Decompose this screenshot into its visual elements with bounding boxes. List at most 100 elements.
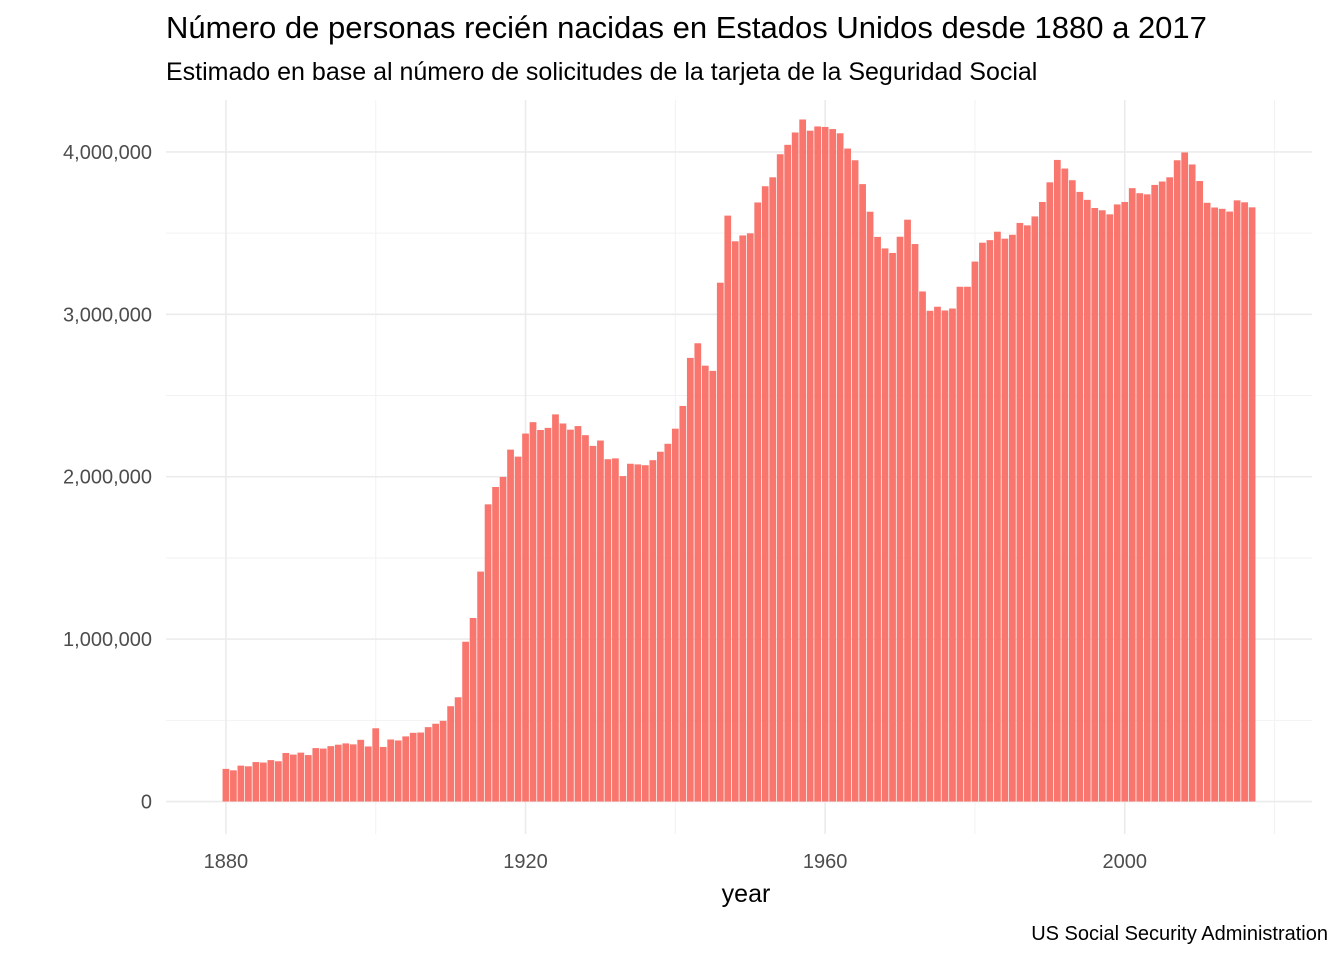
bar-1978 <box>956 286 964 802</box>
bar-2006 <box>1166 177 1174 802</box>
bar-1926 <box>567 429 574 802</box>
bar-1891 <box>304 755 312 802</box>
bar-1914 <box>477 571 484 802</box>
bar-1970 <box>896 236 904 802</box>
bar-1901 <box>379 746 387 802</box>
y-tick-label: 0 <box>141 792 152 814</box>
bar-1931 <box>604 459 612 802</box>
bar-1938 <box>656 451 664 802</box>
bar-2011 <box>1203 202 1211 802</box>
bar-1920 <box>522 433 529 802</box>
bar-1949 <box>739 235 747 802</box>
bar-1951 <box>754 202 762 802</box>
bar-1982 <box>986 240 994 802</box>
bar-2002 <box>1136 193 1144 802</box>
bar-1883 <box>245 766 252 802</box>
bar-1964 <box>851 160 859 802</box>
bar-1968 <box>881 248 889 802</box>
bar-2017 <box>1248 207 1256 802</box>
bar-2010 <box>1196 181 1204 802</box>
bar-1988 <box>1031 216 1039 802</box>
bar-1969 <box>889 252 896 802</box>
bar-1896 <box>342 743 350 802</box>
bar-1916 <box>492 486 499 802</box>
bar-1950 <box>746 233 754 802</box>
bar-1948 <box>731 241 739 802</box>
bar-1937 <box>649 460 657 802</box>
bar-1960 <box>821 126 829 802</box>
bar-1994 <box>1076 191 1084 802</box>
chart-title: Número de personas recién nacidas en Est… <box>166 10 1207 45</box>
bar-1932 <box>612 458 619 802</box>
bar-1898 <box>357 739 365 802</box>
bar-1985 <box>1009 234 1016 802</box>
bar-1902 <box>387 739 395 802</box>
bar-2013 <box>1218 208 1226 802</box>
bar-2015 <box>1233 200 1241 802</box>
bar-2000 <box>1121 201 1129 802</box>
bar-1974 <box>926 310 934 802</box>
bar-1899 <box>364 746 372 802</box>
bar-1922 <box>537 429 544 802</box>
bar-1918 <box>507 449 514 802</box>
x-axis-tick-labels: 1880 1920 1960 2000 <box>204 851 1147 873</box>
bar-1909 <box>439 720 447 802</box>
x-tick-label: 1960 <box>803 851 848 873</box>
bar-1959 <box>814 126 822 802</box>
bar-1973 <box>919 291 926 802</box>
bar-1965 <box>859 184 866 802</box>
bar-1930 <box>597 440 604 802</box>
bar-1912 <box>462 641 469 802</box>
bar-1980 <box>971 261 979 802</box>
bar-1939 <box>664 443 672 802</box>
bar-2003 <box>1143 194 1151 802</box>
bar-2004 <box>1151 184 1159 802</box>
bar-1913 <box>469 618 477 802</box>
bar-1942 <box>686 357 694 802</box>
bar-1935 <box>634 464 642 802</box>
bar-1917 <box>499 476 507 802</box>
bar-1946 <box>716 282 724 802</box>
bar-1987 <box>1024 225 1031 802</box>
bar-1934 <box>627 463 634 802</box>
bar-1984 <box>1001 238 1009 802</box>
bar-1894 <box>327 746 335 802</box>
bar-1953 <box>769 177 777 802</box>
bar-1895 <box>334 744 342 802</box>
x-axis-title: year <box>722 880 771 908</box>
y-tick-label: 2,000,000 <box>63 467 152 489</box>
bar-1886 <box>267 760 275 802</box>
bar-1929 <box>589 445 597 802</box>
bar-1955 <box>784 144 792 802</box>
bar-1943 <box>694 343 702 802</box>
y-axis-tick-labels: 0 1,000,000 2,000,000 3,000,000 4,000,000 <box>63 142 152 814</box>
chart-subtitle: Estimado en base al número de solicitude… <box>166 58 1038 86</box>
bars <box>222 119 1256 802</box>
bar-2008 <box>1181 152 1189 802</box>
bar-1996 <box>1091 207 1099 802</box>
bar-1905 <box>409 732 417 802</box>
bar-2016 <box>1241 202 1248 802</box>
bar-1986 <box>1016 222 1024 802</box>
bar-1962 <box>836 133 844 802</box>
bar-1908 <box>432 723 440 802</box>
bar-1991 <box>1053 159 1061 802</box>
bar-1890 <box>297 752 305 802</box>
y-tick-label: 1,000,000 <box>63 629 152 651</box>
y-tick-label: 4,000,000 <box>63 142 152 164</box>
bar-1990 <box>1046 182 1054 802</box>
bar-1900 <box>372 728 380 802</box>
bar-1881 <box>230 770 237 802</box>
bar-1979 <box>964 286 971 802</box>
x-tick-label: 2000 <box>1102 851 1147 873</box>
x-tick-label: 1920 <box>503 851 548 873</box>
bar-1925 <box>559 423 567 802</box>
bar-1961 <box>829 129 836 802</box>
bar-1971 <box>904 219 911 802</box>
bar-2001 <box>1128 188 1136 802</box>
bar-1904 <box>402 736 410 802</box>
x-tick-label: 1880 <box>204 851 249 873</box>
bar-1885 <box>260 762 267 802</box>
bar-1999 <box>1113 204 1121 802</box>
bar-1897 <box>349 744 357 802</box>
